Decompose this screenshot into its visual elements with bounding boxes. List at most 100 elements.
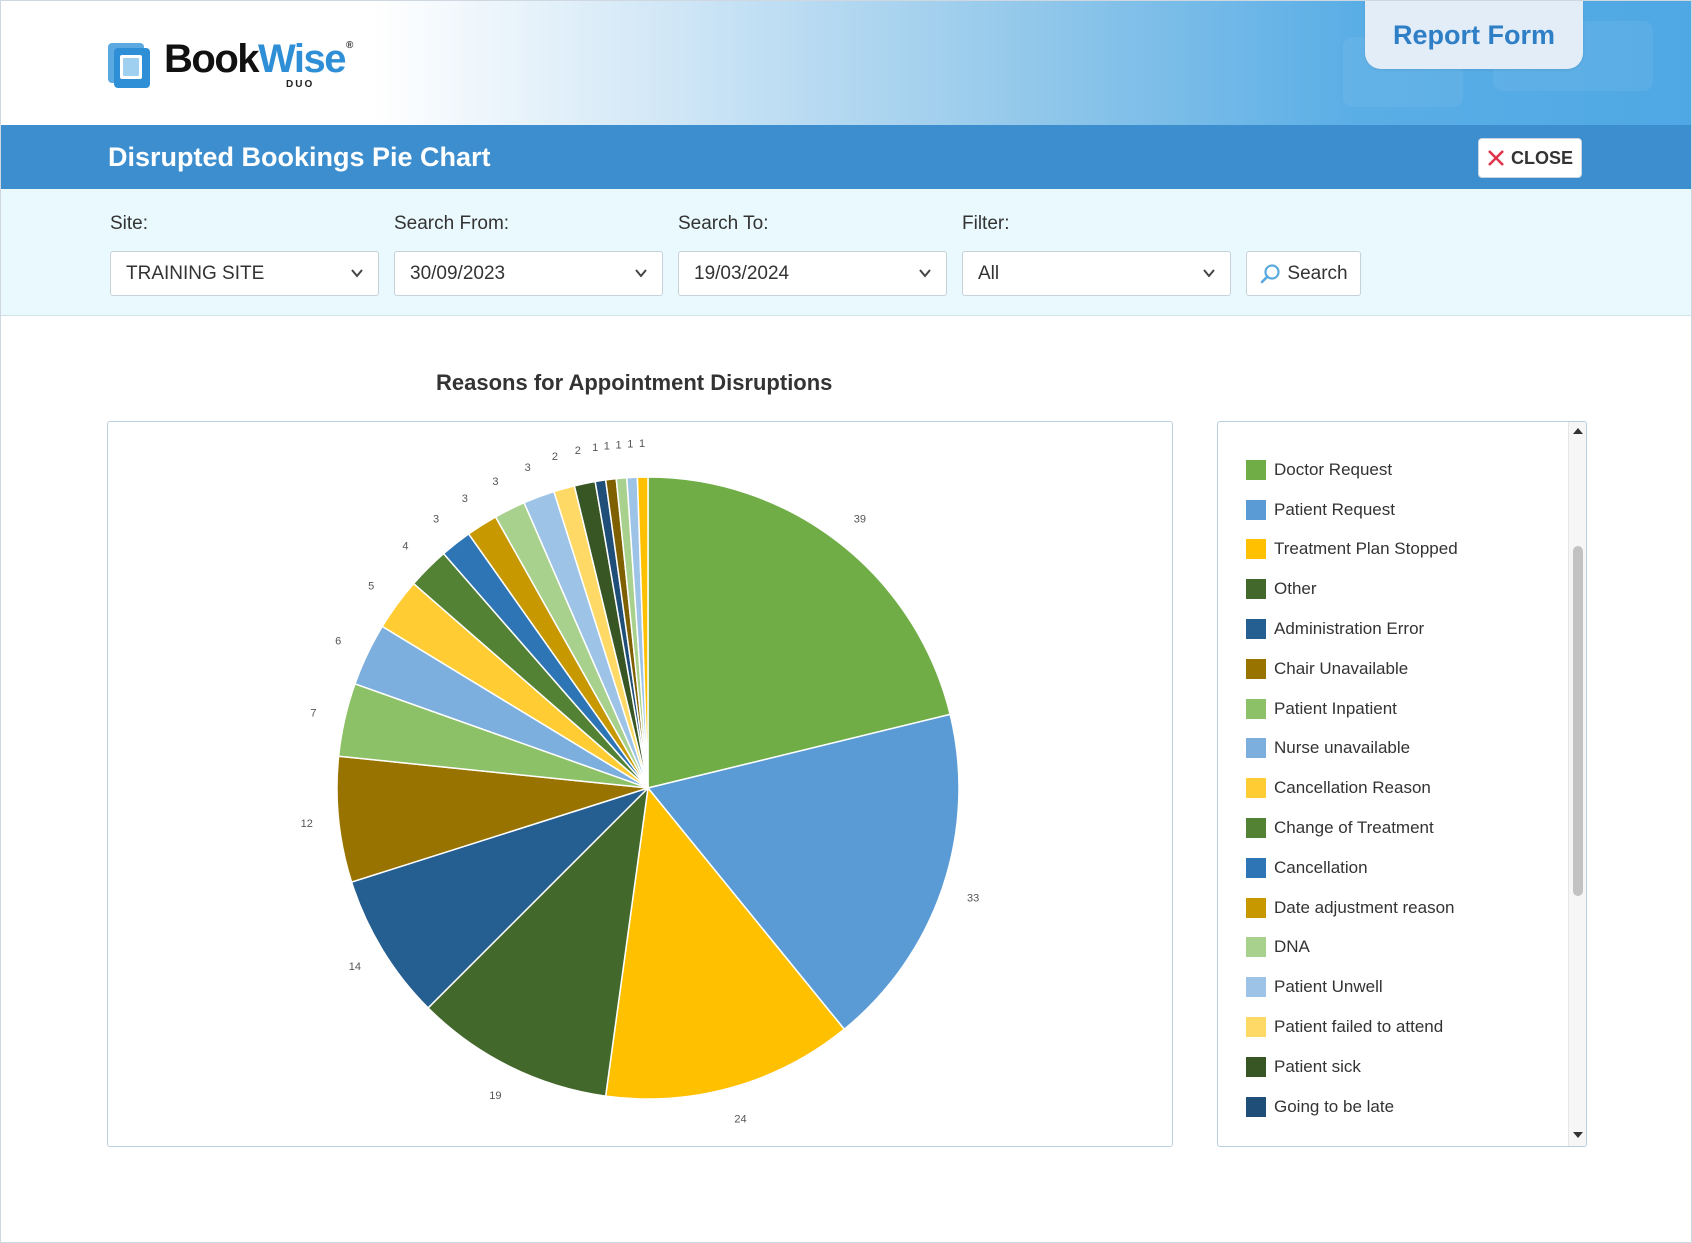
site-select[interactable]: TRAINING SITE: [110, 251, 379, 296]
pie-slice[interactable]: [647, 476, 952, 789]
logo-subtitle: DUO: [286, 79, 315, 90]
legend-item[interactable]: DNA: [1246, 928, 1546, 968]
slice-data-label: 3: [433, 513, 439, 525]
legend-item[interactable]: Change of Treatment: [1246, 808, 1546, 848]
legend-item[interactable]: Cancellation Reason: [1246, 768, 1546, 808]
legend-label: Patient Unwell: [1274, 977, 1383, 997]
search-button[interactable]: Search: [1246, 251, 1361, 296]
top-banner: BookWise® DUO Report Form: [1, 1, 1691, 125]
slice-data-label: 5: [368, 580, 374, 592]
slice-data-label: 19: [489, 1090, 501, 1102]
slice-data-label: 2: [575, 445, 581, 457]
filter-label: Filter:: [962, 213, 1010, 234]
search-label: Search: [1287, 262, 1348, 284]
chevron-down-icon: [919, 269, 931, 278]
legend-label: Patient Inpatient: [1274, 698, 1397, 718]
legend-label: Going to be late: [1274, 1096, 1395, 1116]
legend-item[interactable]: Other: [1246, 569, 1546, 609]
slice-data-label: 4: [402, 540, 408, 552]
legend-swatch: [1246, 698, 1266, 719]
legend-swatch: [1246, 658, 1266, 679]
search-from-select[interactable]: 30/09/2023: [394, 251, 663, 296]
pie-chart-panel: 39 33 24 19 14 12 7 6 5 4 3 3 3 3 2 2 1 1 1 1 1: [107, 421, 1173, 1147]
legend-swatch: [1246, 539, 1266, 560]
legend-label: Patient Request: [1274, 499, 1395, 519]
slice-data-label: 1: [592, 442, 598, 454]
legend-item[interactable]: Patient Inpatient: [1246, 689, 1546, 729]
report-form-tab[interactable]: Report Form: [1365, 1, 1583, 69]
close-label: CLOSE: [1510, 147, 1573, 168]
legend-label: Other: [1274, 579, 1317, 599]
scroll-thumb[interactable]: [1573, 546, 1583, 896]
slice-data-label: 1: [639, 438, 645, 450]
pie-slice[interactable]: [636, 476, 649, 789]
chevron-down-icon: [351, 269, 363, 278]
legend-label: Nurse unavailable: [1274, 738, 1411, 758]
search-to-select[interactable]: 19/03/2024: [678, 251, 947, 296]
legend-item[interactable]: Patient Request: [1246, 490, 1546, 530]
legend-item[interactable]: Patient failed to attend: [1246, 1007, 1546, 1047]
legend-label: Cancellation: [1274, 857, 1368, 877]
slice-data-label: 3: [525, 462, 531, 474]
legend-label: Date adjustment reason: [1274, 897, 1455, 917]
logo-mark-icon: [108, 43, 150, 88]
legend-label: Doctor Request: [1274, 459, 1393, 479]
legend-swatch: [1246, 1056, 1266, 1077]
legend-item[interactable]: Cancellation: [1246, 848, 1546, 888]
legend-item[interactable]: Patient sick: [1246, 1047, 1546, 1087]
slice-data-label: 24: [734, 1113, 746, 1125]
chart-legend: Doctor Request Patient Request Treatment P…: [1217, 421, 1587, 1147]
legend-swatch: [1246, 499, 1266, 520]
pie-slice[interactable]: [427, 785, 650, 1097]
legend-item[interactable]: Date adjustment reason: [1246, 888, 1546, 928]
search-from-label: Search From:: [394, 213, 510, 234]
legend-swatch: [1246, 579, 1266, 600]
close-button[interactable]: CLOSE: [1478, 138, 1582, 178]
pie-slice[interactable]: [604, 786, 846, 1100]
site-value: TRAINING SITE: [126, 263, 265, 284]
legend-swatch: [1246, 857, 1266, 878]
title-bar: Disrupted Bookings Pie Chart CLOSE: [1, 125, 1691, 189]
filter-bar: Site: TRAINING SITE Search From: 30/09/2…: [1, 189, 1691, 316]
filter-select[interactable]: All: [962, 251, 1231, 296]
legend-swatch: [1246, 619, 1266, 640]
legend-item[interactable]: Treatment Plan Stopped: [1246, 530, 1546, 570]
slice-data-label: 39: [854, 513, 866, 525]
legend-item[interactable]: Doctor Request: [1246, 450, 1546, 490]
chevron-down-icon: [1203, 269, 1215, 278]
legend-swatch: [1246, 459, 1266, 480]
scroll-up-arrow-icon[interactable]: [1573, 428, 1583, 434]
legend-swatch: [1246, 738, 1266, 759]
legend-list: Doctor Request Patient Request Treatment P…: [1246, 450, 1546, 1127]
search-to-value: 19/03/2024: [694, 263, 790, 284]
legend-label: Cancellation Reason: [1274, 778, 1431, 798]
pie-slice[interactable]: [646, 713, 960, 1031]
chevron-down-icon: [635, 269, 647, 278]
filter-value: All: [978, 263, 1000, 284]
slice-data-label: 1: [604, 440, 610, 452]
slice-data-label: 6: [335, 636, 341, 648]
slice-data-label: 2: [552, 451, 558, 463]
close-x-icon: [1488, 150, 1504, 166]
legend-label: Administration Error: [1274, 619, 1425, 639]
site-label: Site:: [110, 213, 149, 234]
search-icon: [1261, 263, 1280, 283]
legend-item[interactable]: Chair Unavailable: [1246, 649, 1546, 689]
search-to-label: Search To:: [678, 213, 769, 234]
legend-item[interactable]: Patient Unwell: [1246, 967, 1546, 1007]
legend-label: Patient failed to attend: [1274, 1017, 1444, 1037]
scroll-down-arrow-icon[interactable]: [1573, 1132, 1583, 1138]
legend-item[interactable]: Nurse unavailable: [1246, 729, 1546, 769]
slice-data-label: 12: [301, 818, 313, 830]
slice-data-label: 1: [627, 438, 633, 450]
pie-slice[interactable]: [336, 755, 649, 884]
legend-scrollbar[interactable]: [1568, 422, 1586, 1146]
pie-slice[interactable]: [350, 787, 649, 1009]
slice-data-label: 14: [349, 961, 361, 973]
page-title: Disrupted Bookings Pie Chart: [108, 142, 491, 172]
legend-item[interactable]: Administration Error: [1246, 609, 1546, 649]
legend-item[interactable]: Going to be late: [1246, 1087, 1546, 1127]
legend-swatch: [1246, 1096, 1266, 1117]
slice-data-label: 3: [492, 476, 498, 488]
